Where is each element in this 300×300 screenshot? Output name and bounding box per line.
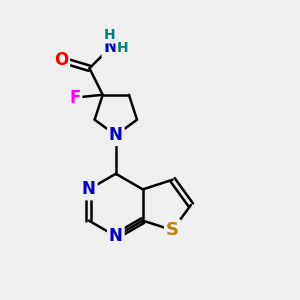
Text: N: N: [109, 227, 123, 245]
Text: O: O: [54, 51, 68, 69]
Text: S: S: [166, 221, 179, 239]
Text: H: H: [117, 41, 129, 55]
Text: N: N: [103, 38, 117, 56]
Text: F: F: [69, 88, 80, 106]
Text: H: H: [104, 28, 116, 42]
Text: N: N: [109, 126, 123, 144]
Text: N: N: [82, 180, 96, 198]
